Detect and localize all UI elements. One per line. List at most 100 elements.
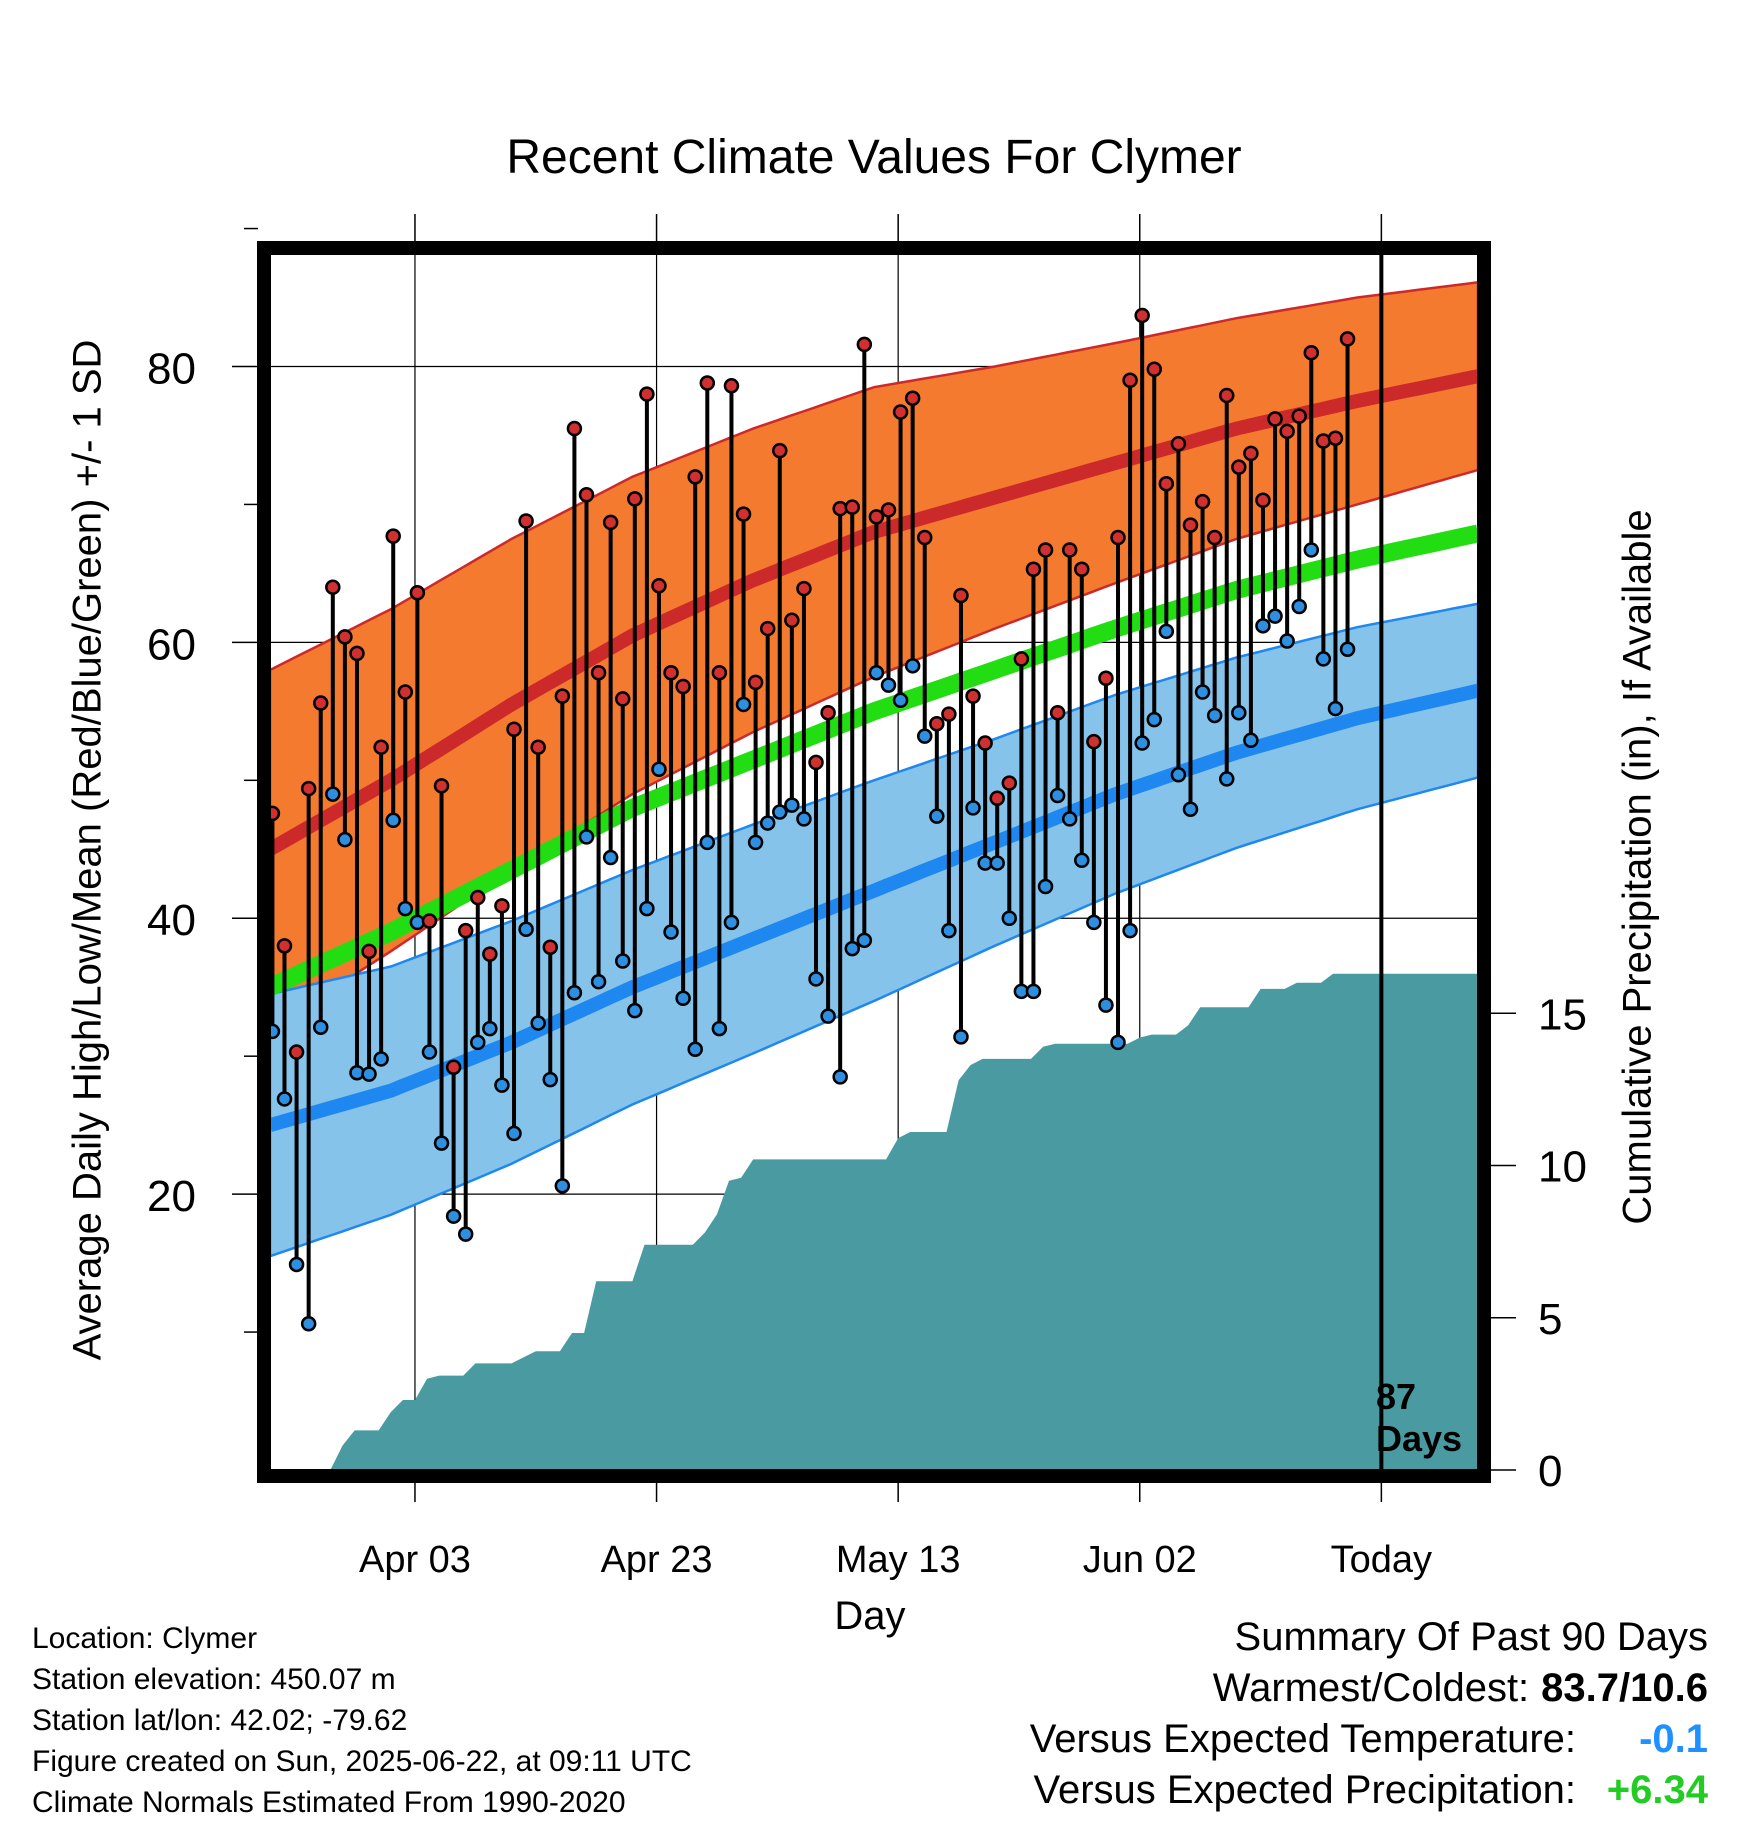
obs-low-point [566, 984, 583, 1001]
obs-high-point [349, 645, 365, 662]
obs-low-point [270, 1023, 281, 1040]
obs-high-point [554, 688, 571, 704]
x-tick-label-3: Jun 02 [1083, 1539, 1197, 1581]
obs-high-point [1291, 408, 1307, 424]
obs-low-point [421, 1044, 438, 1060]
precip-anomaly-value: +6.34 [1606, 1768, 1708, 1812]
y-right-tick-label-0: 0 [1538, 1447, 1562, 1496]
obs-low-point [675, 990, 691, 1006]
warm-cold-value: 83.7/10.6 [1541, 1666, 1708, 1710]
obs-high-point [675, 678, 691, 695]
obs-low-point [494, 1077, 510, 1093]
obs-high-point [723, 378, 740, 394]
obs-high-point [288, 1044, 305, 1060]
obs-high-point [844, 499, 861, 515]
obs-low-point [288, 1256, 305, 1273]
low-normal-line [270, 683, 1478, 1132]
obs-high-point [1001, 775, 1018, 791]
obs-high-point [482, 946, 498, 962]
obs-low-point [1037, 878, 1054, 895]
obs-high-point [1013, 651, 1030, 667]
obs-low-point [868, 664, 885, 681]
obs-low-point [1098, 997, 1114, 1013]
obs-low-point [1231, 704, 1247, 721]
obs-high-point [1206, 529, 1223, 546]
y-axis-left-label: Average Daily High/Low/Mean (Red/Blue/Gr… [65, 339, 110, 1361]
obs-high-point [663, 664, 679, 681]
obs-high-point [325, 579, 341, 595]
obs-low-point [1061, 811, 1078, 827]
days-count-unit: Days [1376, 1418, 1463, 1459]
obs-low-point [470, 1034, 486, 1051]
obs-low-point [457, 1226, 474, 1242]
obs-low-point [1279, 633, 1295, 649]
obs-low-point [844, 940, 861, 957]
x-tick-label-0: Apr 03 [359, 1539, 471, 1581]
obs-high-point [699, 375, 716, 391]
obs-high-point [1231, 459, 1247, 475]
obs-high-point [1049, 704, 1066, 721]
obs-high-point [820, 704, 836, 721]
obs-low-point [929, 808, 945, 824]
obs-high-point [1061, 542, 1078, 558]
x-axis-label: Day [834, 1594, 906, 1638]
obs-high-point [518, 513, 534, 529]
obs-high-point [1086, 733, 1102, 750]
obs-low-point [711, 1020, 728, 1037]
y-right-tick-label-3: 15 [1538, 990, 1587, 1039]
obs-high-point [590, 664, 607, 681]
obs-high-point [735, 506, 752, 522]
obs-low-point [1194, 684, 1211, 700]
obs-high-point [385, 528, 401, 544]
obs-high-point [1182, 517, 1199, 533]
y-axis-right-label: Cumulative Precipitation (in), If Availa… [1615, 509, 1660, 1225]
normals-line: Climate Normals Estimated From 1990-2020 [32, 1786, 626, 1819]
chart-title: Recent Climate Values For Clymer [506, 131, 1242, 184]
x-tick-label-2: May 13 [836, 1539, 961, 1581]
obs-low-point [832, 1069, 848, 1085]
obs-high-point [542, 939, 559, 955]
summary-panel: Summary Of Past 90 Days Warmest/Coldest:… [1030, 1612, 1708, 1816]
y-left-tick-label-0: 20 [147, 1172, 196, 1221]
obs-high-point [578, 487, 595, 503]
obs-low-point [796, 811, 812, 827]
obs-low-point [397, 900, 414, 917]
obs-high-point [361, 943, 377, 960]
obs-high-point [1110, 529, 1126, 546]
obs-low-point [892, 692, 909, 709]
warm-cold-row: Warmest/Coldest: 83.7/10.6 [1030, 1663, 1708, 1714]
obs-low-point [1182, 801, 1199, 818]
obs-high-point [457, 922, 474, 939]
obs-high-point [772, 442, 788, 459]
y-left-tick-label-1: 40 [147, 896, 196, 945]
y-left-tick-label-2: 60 [147, 620, 196, 669]
obs-high-point [1074, 561, 1090, 578]
obs-high-point [929, 716, 945, 732]
precip-area [270, 973, 1478, 1470]
warm-cold-label: Warmest/Coldest: [1212, 1666, 1530, 1710]
obs-high-point [627, 491, 643, 507]
obs-high-point [602, 514, 619, 531]
obs-low-point [1267, 608, 1283, 624]
obs-high-point [687, 469, 703, 485]
obs-high-point [397, 684, 414, 700]
obs-high-point [759, 620, 776, 637]
obs-low-point [482, 1020, 498, 1037]
y-right-tick-label-1: 5 [1538, 1295, 1562, 1344]
days-count-number: 87 [1376, 1376, 1417, 1417]
obs-low-point [433, 1135, 450, 1151]
obs-low-point [880, 677, 897, 693]
obs-high-point [1194, 493, 1211, 510]
obs-low-point [1001, 910, 1018, 926]
elevation-line: Station elevation: 450.07 m [32, 1663, 396, 1696]
station-info: Location: Clymer Station elevation: 450.… [32, 1618, 692, 1823]
obs-low-point [1086, 914, 1102, 931]
obs-high-point [796, 580, 812, 597]
obs-low-point [916, 728, 933, 744]
obs-high-point [1146, 361, 1163, 377]
obs-low-point [759, 815, 776, 831]
obs-low-point [1315, 651, 1332, 667]
obs-high-point [1218, 387, 1235, 404]
obs-high-point [445, 1059, 462, 1075]
